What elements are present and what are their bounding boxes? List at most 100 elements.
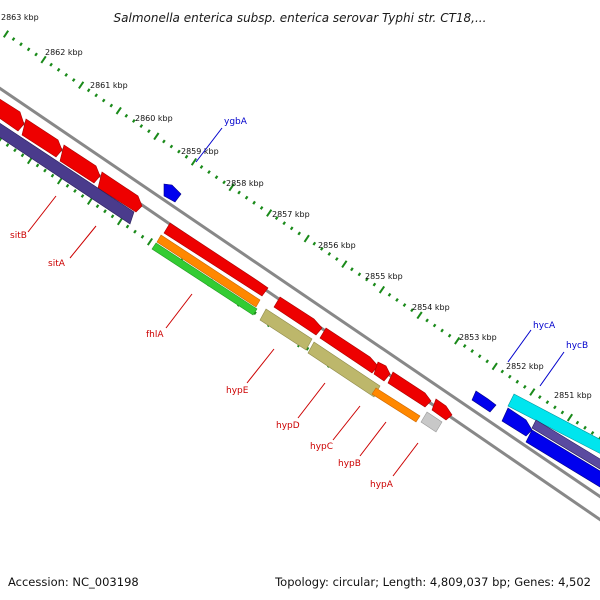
scale-tick	[103, 209, 107, 214]
scale-tick	[266, 209, 273, 217]
gene-band	[525, 429, 600, 488]
scale-tick	[282, 221, 287, 226]
scale-tick	[43, 168, 47, 173]
scale-tick	[140, 234, 145, 239]
scale-tick	[289, 226, 294, 231]
genome-backbone	[0, 86, 600, 522]
scale-tick	[566, 413, 574, 422]
scale-tick	[5, 143, 10, 148]
scale-tick	[116, 217, 124, 226]
gene-label-fhlA: fhlA	[146, 330, 164, 340]
kbp-label: 2863 kbp	[1, 13, 39, 22]
scale-tick	[425, 318, 429, 323]
scale-tick	[110, 214, 115, 219]
scale-tick	[350, 267, 354, 272]
scale-tick	[56, 67, 61, 72]
scale-tick	[146, 237, 154, 246]
scale-tick	[153, 132, 160, 141]
scale-tick	[94, 93, 99, 98]
scale-tick	[80, 194, 85, 198]
scale-tick	[64, 72, 69, 77]
scale-tick	[553, 405, 557, 410]
scale-tick	[20, 153, 25, 158]
scale-tick	[491, 362, 498, 371]
map-title: Salmonella enterica subsp. enterica sero…	[114, 11, 487, 25]
scale-tick	[432, 323, 437, 328]
scale-tick	[253, 311, 257, 316]
gene-label-hypE: hypE	[226, 386, 249, 396]
gene-band	[371, 387, 421, 423]
kbp-label: 2855 kbp	[365, 272, 403, 281]
scale-tick	[500, 369, 505, 374]
scale-tick	[416, 311, 423, 320]
scale-tick	[297, 231, 302, 236]
scale-tick	[477, 354, 482, 359]
scale-tick	[372, 282, 377, 287]
scale-tick	[50, 173, 55, 178]
gene-arrow	[21, 118, 63, 158]
scale-tick	[86, 197, 94, 205]
gene-arrow	[431, 398, 453, 421]
scale-tick	[575, 420, 580, 425]
gene-arrow	[163, 222, 269, 297]
scale-tick	[447, 333, 452, 338]
scale-tick	[259, 205, 264, 210]
scale-tick	[537, 395, 542, 400]
scale-tick	[454, 336, 461, 345]
scale-tick	[470, 349, 475, 354]
gene-label-hycB: hycB	[566, 341, 588, 351]
scale-tick	[334, 257, 339, 261]
scale-tick	[485, 359, 490, 364]
scale-tick	[190, 157, 198, 166]
scale-tick	[95, 204, 100, 209]
gene-band	[307, 341, 381, 398]
gene-arrow	[501, 407, 533, 437]
scale-tick	[252, 200, 256, 205]
scale-tick	[222, 180, 226, 185]
gene-band	[420, 411, 443, 433]
kbp-ticks	[0, 30, 600, 440]
gene-arrow	[471, 390, 497, 413]
kbp-scale: 2863 kbp 2862 kbp 2861 kbp 2860 kbp 2859…	[1, 13, 592, 400]
gene-band	[259, 308, 313, 351]
scale-tick	[583, 425, 587, 430]
scale-tick	[590, 430, 595, 435]
scale-tick	[395, 297, 399, 302]
scale-tick	[162, 139, 166, 144]
scale-tick	[560, 410, 565, 415]
gene-label-hypD: hypD	[276, 421, 300, 431]
scale-tick	[139, 124, 144, 129]
gene-features	[0, 98, 600, 488]
scale-tick	[78, 81, 85, 89]
scale-tick	[125, 224, 130, 229]
gene-label-sitB: sitB	[10, 231, 27, 241]
scale-tick	[305, 346, 310, 351]
scale-tick	[115, 106, 122, 115]
scale-tick	[86, 88, 91, 93]
scale-tick	[65, 183, 70, 188]
scale-tick	[228, 183, 235, 192]
gene-arrow	[273, 296, 323, 336]
kbp-label: 2862 kbp	[45, 48, 83, 57]
gene-label-ygbA: ygbA	[224, 117, 248, 127]
scale-tick	[522, 384, 527, 389]
genome-summary-text: Topology: circular; Length: 4,809,037 bp…	[274, 575, 591, 589]
scale-tick	[131, 118, 136, 123]
scale-tick	[19, 42, 23, 47]
kbp-label: 2858 kbp	[226, 179, 264, 188]
scale-tick	[11, 37, 16, 42]
scale-tick	[303, 234, 310, 243]
gene-band	[531, 419, 600, 470]
scale-tick	[327, 251, 332, 256]
kbp-label: 2852 kbp	[506, 362, 544, 371]
kbp-label: 2851 kbp	[554, 391, 592, 400]
scale-tick	[73, 188, 77, 193]
gene-label-leaders	[27, 127, 565, 477]
kbp-label: 2856 kbp	[318, 241, 356, 250]
scale-tick	[214, 175, 219, 180]
scale-tick	[34, 52, 38, 57]
kbp-label: 2857 kbp	[272, 210, 310, 219]
gene-label-hypC: hypC	[310, 442, 333, 452]
scale-tick	[462, 343, 467, 348]
